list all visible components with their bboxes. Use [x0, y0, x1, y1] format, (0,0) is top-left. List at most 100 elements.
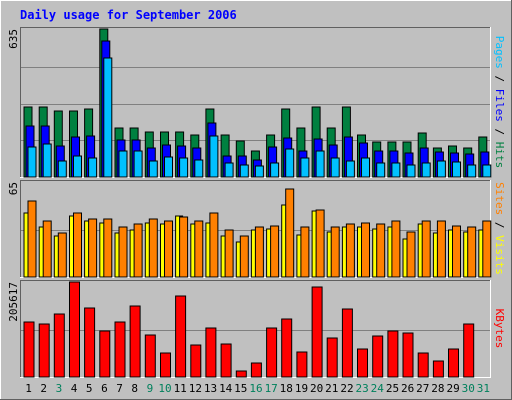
bar-pages-day-4 — [73, 155, 82, 178]
x-tick-label-day-8: 8 — [131, 382, 138, 395]
bar-sites-day-12 — [194, 220, 204, 278]
bar-pages-day-23 — [361, 157, 370, 178]
x-tick-label-day-19: 19 — [295, 382, 308, 395]
bar-sites-day-14 — [224, 229, 234, 278]
bar-sites-day-4 — [73, 212, 82, 278]
bar-kbytes-day-3 — [53, 313, 65, 378]
bar-sites-day-16 — [254, 226, 264, 278]
x-tick-label-day-20: 20 — [310, 382, 323, 395]
series-legend-label: Sites / Visits — [493, 182, 506, 275]
bar-pages-day-12 — [194, 159, 204, 178]
bar-kbytes-day-5 — [84, 307, 96, 378]
x-tick-label-day-17: 17 — [265, 382, 278, 395]
bar-pages-day-7 — [118, 150, 128, 178]
bar-sites-day-24 — [376, 223, 386, 278]
bar-sites-day-17 — [270, 225, 280, 278]
bar-kbytes-day-10 — [160, 352, 171, 378]
x-tick-label-day-25: 25 — [386, 382, 399, 395]
bar-kbytes-day-11 — [175, 295, 187, 378]
bar-pages-day-11 — [179, 157, 189, 178]
bar-pages-day-6 — [103, 57, 113, 178]
bar-kbytes-day-13 — [205, 327, 217, 378]
bar-sites-day-2 — [42, 220, 52, 278]
bar-sites-day-21 — [330, 226, 340, 278]
x-tick-label-day-18: 18 — [280, 382, 293, 395]
legend-separator: / — [493, 215, 506, 235]
bar-kbytes-day-17 — [266, 327, 278, 378]
bar-kbytes-day-19 — [296, 351, 308, 378]
bar-kbytes-day-20 — [311, 286, 323, 378]
y-axis-max-label: 65 — [7, 182, 20, 195]
bar-pages-day-29 — [452, 161, 461, 178]
x-tick-label-day-10: 10 — [158, 382, 171, 395]
bar-sites-day-19 — [300, 226, 310, 278]
panel-kbytes: 205617 KBytes — [7, 280, 506, 378]
panel-hits-files-pages: 635 Pages / Files / Hits — [7, 27, 506, 178]
bar-sites-day-8 — [133, 223, 143, 278]
bar-kbytes-day-26 — [402, 332, 414, 378]
bar-pages-day-21 — [330, 157, 340, 178]
chart-title: Daily usage for September 2006 — [20, 8, 237, 22]
bar-sites-day-13 — [209, 212, 219, 278]
bar-pages-day-5 — [88, 157, 98, 178]
bar-sites-day-28 — [436, 220, 446, 278]
bar-kbytes-day-12 — [190, 344, 202, 378]
bar-pages-day-15 — [239, 164, 249, 178]
bar-kbytes-day-9 — [144, 334, 156, 378]
bar-pages-day-24 — [376, 162, 386, 178]
bar-pages-day-27 — [421, 162, 431, 178]
legend-hits: Hits — [493, 142, 506, 169]
x-tick-label-day-24: 24 — [371, 382, 385, 395]
x-tick-label-day-5: 5 — [86, 382, 93, 395]
bar-sites-day-27 — [421, 220, 431, 278]
bar-kbytes-day-4 — [69, 281, 80, 378]
bar-kbytes-day-22 — [341, 308, 353, 378]
x-tick-label-day-26: 26 — [401, 382, 414, 395]
bar-kbytes-day-27 — [417, 352, 429, 378]
x-tick-label-day-31: 31 — [477, 382, 490, 395]
bar-sites-day-11 — [179, 216, 189, 278]
x-tick-label-day-9: 9 — [147, 382, 154, 395]
x-axis-tick-labels: 1 2 3 4 5 6 7 8 9 10 11 12 13 14 15 16 17 18 19 20 21 22 23 24 2… — [25, 382, 490, 395]
bar-sites-day-23 — [361, 222, 370, 278]
x-tick-label-day-21: 21 — [325, 382, 338, 395]
bar-kbytes-day-15 — [235, 370, 247, 378]
x-tick-label-day-13: 13 — [204, 382, 217, 395]
x-tick-label-day-2: 2 — [40, 382, 47, 395]
bar-pages-day-14 — [224, 162, 234, 178]
bar-pages-day-17 — [270, 162, 280, 178]
bar-sites-day-26 — [406, 231, 416, 278]
bar-pages-day-25 — [391, 162, 401, 178]
bar-sites-day-25 — [391, 220, 401, 278]
bar-kbytes-day-2 — [38, 323, 50, 378]
y-axis-max-label: 205617 — [7, 282, 20, 322]
x-tick-label-day-14: 14 — [219, 382, 233, 395]
bar-sites-day-10 — [164, 220, 173, 278]
bar-pages-day-19 — [300, 157, 310, 178]
bar-pages-day-20 — [315, 150, 325, 178]
bar-pages-day-8 — [133, 150, 143, 178]
bar-pages-day-22 — [345, 160, 355, 178]
series-legend-label: KBytes — [493, 309, 506, 349]
bar-sites-day-20 — [315, 209, 325, 278]
bar-kbytes-day-24 — [372, 335, 384, 378]
bar-sites-day-6 — [103, 218, 113, 278]
x-tick-label-day-12: 12 — [189, 382, 202, 395]
bar-sites-day-9 — [148, 218, 158, 278]
panel-visits-sites: 65 Sites / Visits — [7, 180, 506, 278]
x-tick-label-day-16: 16 — [249, 382, 262, 395]
x-tick-label-day-4: 4 — [71, 382, 78, 395]
bar-kbytes-day-1 — [23, 321, 35, 378]
bar-sites-day-5 — [88, 218, 98, 278]
x-tick-label-day-30: 30 — [462, 382, 475, 395]
bar-kbytes-day-6 — [99, 330, 111, 378]
bar-kbytes-day-14 — [220, 343, 232, 378]
bar-kbytes-day-29 — [448, 348, 459, 378]
bar-kbytes-day-28 — [432, 360, 444, 378]
x-tick-label-day-6: 6 — [101, 382, 108, 395]
bar-kbytes-day-7 — [114, 321, 126, 378]
bar-pages-day-2 — [42, 143, 52, 178]
legend-separator: / — [493, 122, 506, 142]
x-tick-label-day-22: 22 — [340, 382, 353, 395]
